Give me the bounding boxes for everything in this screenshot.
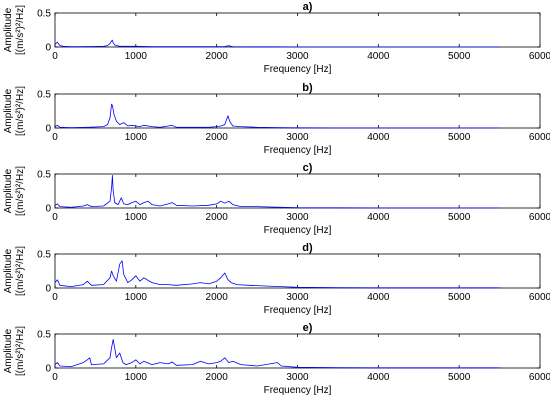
- y-axis-label: Amplitude: [3, 168, 14, 213]
- subplot-title: e): [303, 322, 313, 334]
- subplot-5: e) 0 1000 2000 3000 4000 5000 6000 0 0.5 Frequency…: [3, 322, 550, 396]
- x-tick-label: 2000: [206, 132, 229, 143]
- y-axis-label: Amplitude: [3, 7, 14, 52]
- y-tick-label: 0.5: [37, 9, 51, 20]
- subplot-title: d): [302, 242, 313, 254]
- y-axis-label: Amplitude: [3, 88, 14, 133]
- x-tick-label: 5000: [448, 372, 471, 383]
- x-tick-label: 2000: [206, 212, 229, 223]
- x-tick-label: 6000: [529, 292, 550, 303]
- x-tick-label: 0: [52, 132, 58, 143]
- x-tick-label: 6000: [529, 212, 550, 223]
- plot-area: [54, 12, 541, 48]
- y-tick-label: 0: [45, 204, 51, 215]
- subplot-1: a) 0 1000 2000 3000 4000 5000 6000 0 0.5 Frequency…: [3, 1, 550, 75]
- x-axis-label: Frequency [Hz]: [264, 305, 332, 316]
- y-axis-label: [(m/s²)²/Hz]: [15, 166, 26, 216]
- y-tick-label: 0: [45, 284, 51, 295]
- x-tick-label: 0: [52, 51, 58, 62]
- x-tick-label: 3000: [286, 51, 309, 62]
- x-axis-label: Frequency [Hz]: [264, 225, 332, 236]
- x-tick-label: 6000: [529, 372, 550, 383]
- x-tick-label: 3000: [286, 132, 309, 143]
- spectrum-line: [54, 260, 500, 289]
- x-tick-label: 0: [52, 212, 58, 223]
- x-axis-label: Frequency [Hz]: [264, 385, 332, 396]
- x-tick-label: 1000: [125, 51, 148, 62]
- y-tick-label: 0.5: [37, 90, 51, 101]
- x-tick-label: 2000: [206, 372, 229, 383]
- x-tick-label: 0: [52, 372, 58, 383]
- y-axis-label: Amplitude: [3, 248, 14, 293]
- subplot-title: a): [303, 1, 313, 13]
- x-axis-label: Frequency [Hz]: [264, 64, 332, 75]
- x-tick-label: 1000: [125, 372, 148, 383]
- x-tick-label: 1000: [125, 292, 148, 303]
- x-tick-label: 4000: [367, 292, 390, 303]
- plot-area: [54, 173, 541, 209]
- y-tick-label: 0: [45, 43, 51, 54]
- plot-area: [54, 333, 541, 369]
- plot-area: [54, 253, 541, 289]
- x-tick-label: 3000: [286, 372, 309, 383]
- spectrum-line: [54, 338, 500, 369]
- x-tick-label: 2000: [206, 51, 229, 62]
- y-axis-label: [(m/s²)²/Hz]: [15, 246, 26, 296]
- x-tick-label: 5000: [448, 212, 471, 223]
- x-tick-label: 4000: [367, 132, 390, 143]
- y-axis-label: Amplitude: [3, 328, 14, 373]
- x-tick-label: 3000: [286, 212, 309, 223]
- spectrum-line: [54, 39, 500, 48]
- x-tick-label: 4000: [367, 212, 390, 223]
- subplot-2: b) 0 1000 2000 3000 4000 5000 6000 0 0.5 Frequency…: [3, 82, 550, 156]
- x-tick-label: 5000: [448, 132, 471, 143]
- x-tick-label: 1000: [125, 132, 148, 143]
- x-tick-label: 3000: [286, 292, 309, 303]
- subplot-title: c): [303, 162, 313, 174]
- spectrum-line: [54, 103, 500, 129]
- x-tick-label: 6000: [529, 132, 550, 143]
- x-tick-label: 2000: [206, 292, 229, 303]
- y-tick-label: 0.5: [37, 330, 51, 341]
- y-tick-label: 0: [45, 124, 51, 135]
- x-tick-label: 4000: [367, 372, 390, 383]
- y-tick-label: 0: [45, 364, 51, 375]
- x-tick-label: 0: [52, 292, 58, 303]
- subplot-4: d) 0 1000 2000 3000 4000 5000 6000 0 0.5 Frequency…: [3, 242, 550, 316]
- x-tick-label: 5000: [448, 292, 471, 303]
- x-axis-label: Frequency [Hz]: [264, 145, 332, 156]
- subplot-title: b): [302, 82, 313, 94]
- x-tick-label: 1000: [125, 212, 148, 223]
- y-tick-label: 0.5: [37, 250, 51, 261]
- x-tick-label: 5000: [448, 51, 471, 62]
- subplot-3: c) 0 1000 2000 3000 4000 5000 6000 0 0.5 Frequency…: [3, 162, 550, 236]
- y-tick-label: 0.5: [37, 170, 51, 181]
- spectrum-line: [54, 174, 500, 209]
- y-axis-label: [(m/s²)²/Hz]: [15, 326, 26, 376]
- x-tick-label: 4000: [367, 51, 390, 62]
- x-tick-label: 6000: [529, 51, 550, 62]
- y-axis-label: [(m/s²)²/Hz]: [15, 86, 26, 136]
- plot-area: [54, 93, 541, 129]
- y-axis-label: [(m/s²)²/Hz]: [15, 5, 26, 55]
